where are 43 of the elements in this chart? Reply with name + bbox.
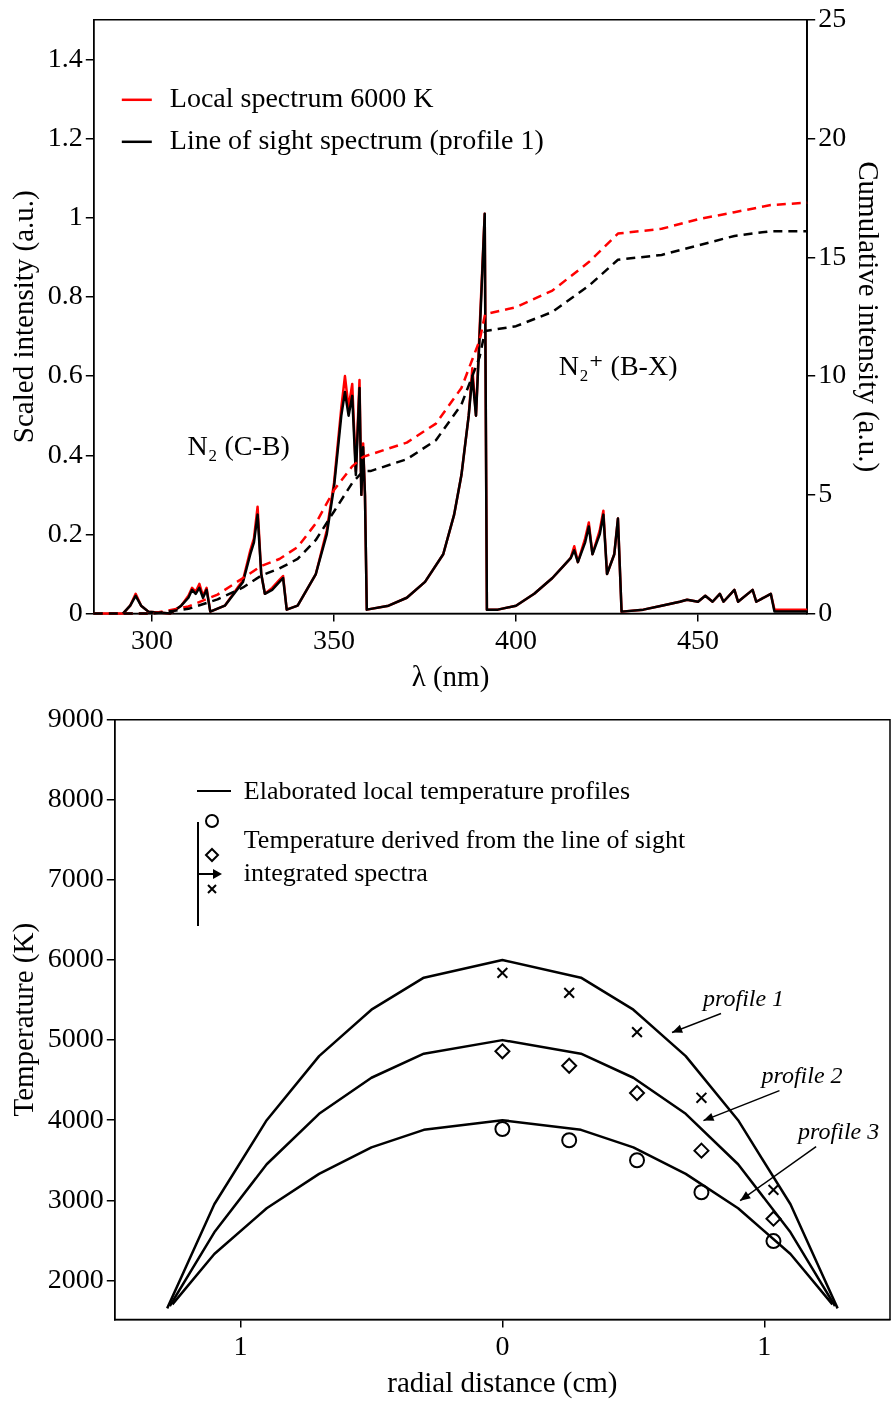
- annotation: N₂ (C-B): [187, 429, 290, 461]
- x-tick-label: 400: [495, 623, 538, 655]
- y2-tick-label: 25: [818, 2, 847, 34]
- y2-tick-label: 5: [818, 477, 833, 509]
- x-tick-label: 0: [495, 1329, 510, 1361]
- y-tick-label: 0.2: [47, 516, 83, 548]
- y2-tick-label: 0: [818, 595, 833, 627]
- y2-axis-title: Cumulative intensity (a.u.): [851, 161, 885, 473]
- y-tick-label: 8000: [47, 782, 104, 814]
- x-tick-label: 450: [677, 623, 720, 655]
- legend-label: Line of sight spectrum (profile 1): [169, 124, 544, 156]
- x-tick-label: 350: [313, 623, 356, 655]
- legend-label: Temperature derived from the line of sight integrated spectra: [243, 823, 687, 889]
- y-tick-label: 6000: [47, 942, 104, 974]
- y-tick-label: 7000: [47, 862, 104, 894]
- x-axis-title: radial distance (cm): [387, 1366, 618, 1400]
- legend-label: Elaborated local temperature profiles: [243, 774, 631, 807]
- x-axis-title: λ (nm): [411, 660, 490, 694]
- annotation: profile 2: [759, 1061, 843, 1088]
- y-tick-label: 1.2: [47, 120, 83, 152]
- annotation: N₂⁺ (B-X): [558, 349, 678, 381]
- x-tick-label: 1: [233, 1329, 248, 1361]
- y2-tick-label: 15: [818, 239, 847, 271]
- y-tick-label: 9000: [47, 702, 104, 734]
- y2-tick-label: 20: [818, 120, 847, 152]
- legend-label: Local spectrum 6000 K: [169, 82, 434, 114]
- y-tick-label: 4000: [47, 1102, 104, 1134]
- y-tick-label: 0.8: [47, 279, 83, 311]
- x-tick-label: 1: [757, 1329, 772, 1361]
- y2-tick-label: 10: [818, 358, 847, 390]
- y-tick-label: 0.6: [47, 358, 83, 390]
- y-tick-label: 2000: [47, 1262, 104, 1294]
- y-tick-label: 1: [68, 200, 83, 232]
- y-axis-title: Temperature (K): [7, 922, 41, 1117]
- y-tick-label: 5000: [47, 1022, 104, 1054]
- y-tick-label: 1.4: [47, 41, 83, 73]
- y-axis-title: Scaled intensity (a.u.): [7, 190, 41, 444]
- annotation: profile 3: [796, 1118, 880, 1144]
- y-tick-label: 3000: [47, 1182, 104, 1214]
- annotation: profile 1: [701, 984, 785, 1011]
- y-tick-label: 0: [68, 595, 83, 627]
- x-tick-label: 300: [131, 623, 174, 655]
- y-tick-label: 0.4: [47, 437, 83, 469]
